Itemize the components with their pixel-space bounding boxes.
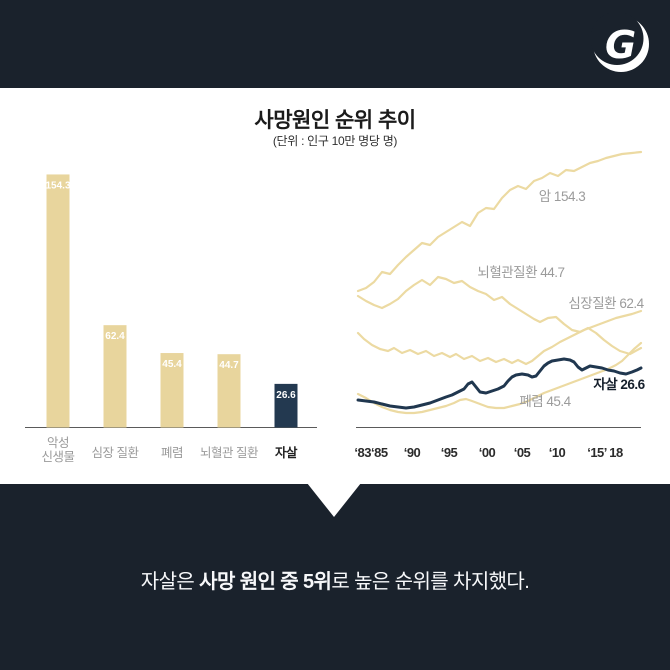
logo-g-icon: G — [591, 12, 649, 72]
caption: 자살은 사망 원인 중 5위로 높은 순위를 차지했다. — [0, 565, 670, 594]
card-tail-pointer — [307, 483, 361, 517]
caption-pre: 자살은 — [140, 571, 200, 593]
caption-highlight: 사망 원인 중 5위 — [199, 571, 332, 593]
caption-post: 로 높은 순위를 차지했다. — [331, 571, 530, 593]
logo-letter: G — [605, 23, 636, 67]
logo-swoosh-inner — [591, 12, 644, 65]
chart-card: 사망원인 순위 추이 (단위 : 인구 10만 명당 명) — [0, 88, 670, 484]
unit-note: (단위 : 인구 10만 명당 명) — [272, 134, 398, 148]
page-title: 사망원인 순위 추이 — [254, 109, 416, 132]
